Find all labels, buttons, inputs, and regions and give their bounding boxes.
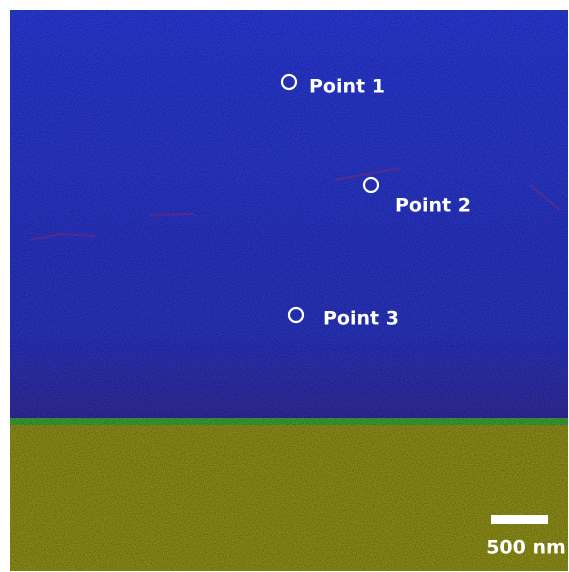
yellow-region [10, 425, 568, 571]
blue-region [10, 10, 568, 418]
point-label: Point 2 [395, 195, 471, 217]
point-label: Point 3 [323, 308, 399, 330]
scale-bar-label: 500 nm [486, 537, 566, 559]
micrograph: Point 1 Point 2 Point 3 500 nm [0, 0, 569, 572]
image-area [10, 10, 568, 571]
page: Point 1 Point 2 Point 3 500 nm (() => { … [0, 0, 569, 572]
point-label: Point 1 [309, 76, 385, 98]
scale-bar [491, 515, 548, 524]
interface-line [10, 418, 568, 425]
